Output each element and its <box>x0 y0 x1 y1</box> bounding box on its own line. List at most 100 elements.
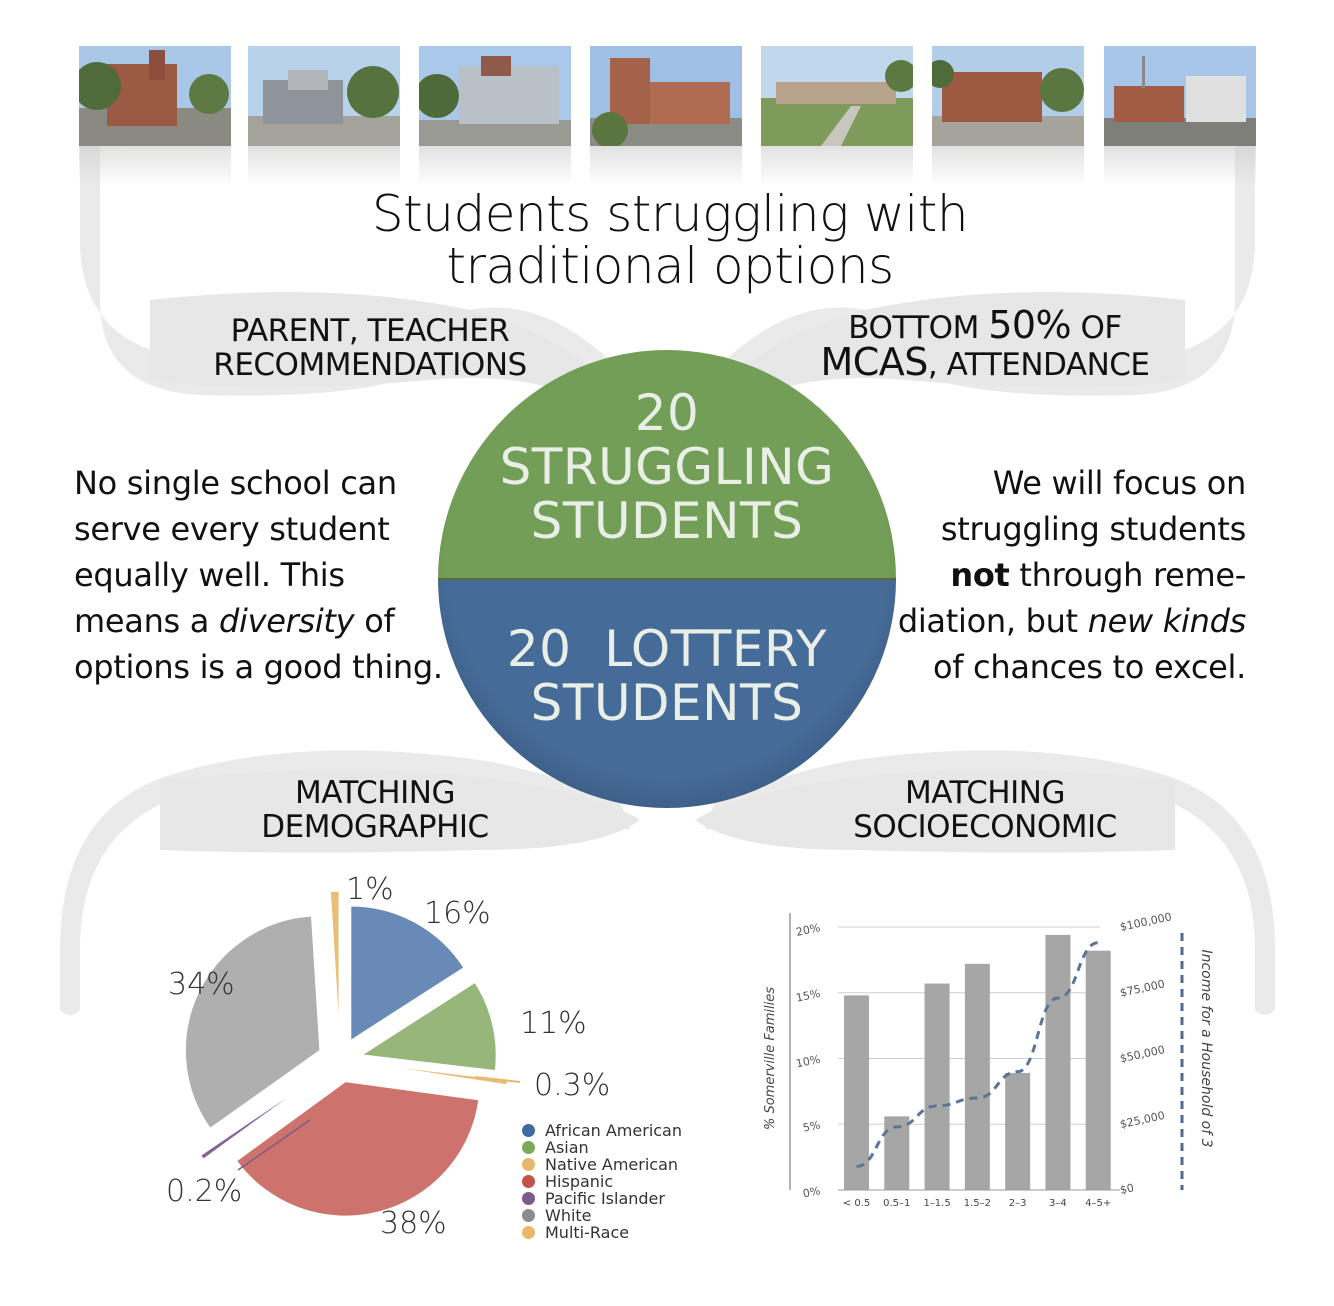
socioeconomic-label: MATCHING SOCIOECONOMIC <box>820 776 1150 844</box>
legend-label: Pacific Islander <box>545 1189 665 1208</box>
demographic-pie-chart <box>184 890 521 1218</box>
bar <box>1085 950 1111 1190</box>
legend-swatch <box>522 1209 535 1222</box>
demographic-line-2: DEMOGRAPHIC <box>261 809 489 845</box>
x-tick-label: 1–1.5 <box>923 1198 950 1209</box>
right-line-4a: diation, but <box>897 602 1088 640</box>
y-right-tick-label: $75,000 <box>1119 977 1166 999</box>
income-line <box>856 941 1099 1168</box>
struggling-count: 20 <box>634 384 700 442</box>
legend-label: Asian <box>545 1138 589 1157</box>
mcas-percent: 50% <box>988 303 1072 347</box>
x-tick-label: 3–4 <box>1049 1198 1067 1209</box>
socioeconomic-line-1: MATCHING <box>905 775 1065 811</box>
mcas-attendance: , ATTENDANCE <box>927 347 1150 383</box>
bar <box>884 1116 910 1190</box>
legend-item-asian: Asian <box>522 1138 682 1157</box>
left-line-4: means a diversity of <box>74 598 454 644</box>
right-line-5: of chances to excel. <box>932 648 1246 686</box>
mcas-label: BOTTOM 50% OF MCAS, ATTENDANCE <box>790 306 1180 384</box>
right-line-4: diation, but new kinds <box>890 598 1246 644</box>
pie-label-white: 34% <box>168 967 235 1002</box>
school-photo-3 <box>419 46 571 146</box>
right-line-2: struggling students <box>940 510 1246 548</box>
legend-label: African American <box>545 1121 682 1140</box>
pie-slice-white <box>184 914 321 1130</box>
y-tick-label: 10% <box>795 1053 822 1071</box>
pie-label-pacific-islander: 0.2% <box>166 1174 243 1209</box>
y-tick-label: 20% <box>795 921 822 939</box>
bar <box>924 983 950 1190</box>
mcas-post: OF <box>1071 310 1123 346</box>
pie-slice-hispanic <box>235 1080 480 1218</box>
legend-item-hispanic: Hispanic <box>522 1172 682 1191</box>
lottery-line-1: 20 LOTTERY <box>506 620 828 678</box>
pie-label-native-american: 0.3% <box>534 1068 611 1103</box>
right-line-3: not through reme- <box>890 552 1246 598</box>
socioeconomic-line-2: SOCIOECONOMIC <box>853 809 1117 845</box>
bar <box>1005 1072 1031 1190</box>
left-line-2: serve every student <box>74 510 390 548</box>
recommendations-label: PARENT, TEACHER RECOMMENDATIONS <box>200 314 540 382</box>
pie-label-multi-race: 1% <box>346 872 394 907</box>
right-line-1: We will focus on <box>992 464 1247 502</box>
pie-label-hispanic: 38% <box>380 1206 447 1241</box>
school-photo-1 <box>79 46 231 146</box>
student-circle <box>438 350 896 808</box>
pie-slice-pacific-islander <box>199 1072 323 1161</box>
left-line-3: equally well. This <box>74 556 345 594</box>
page-title: Students struggling with traditional opt… <box>260 188 1080 292</box>
focus-paragraph: We will focus on struggling students not… <box>890 460 1246 690</box>
legend-label: White <box>545 1206 592 1225</box>
legend-label: Native American <box>545 1155 679 1174</box>
demographic-label: MATCHING DEMOGRAPHIC <box>215 776 535 844</box>
recommendations-line-2: RECOMMENDATIONS <box>213 347 527 383</box>
legend-label: Multi-Race <box>545 1223 630 1242</box>
y-right-tick-label: $0 <box>1119 1181 1135 1197</box>
struggling-text: 20 STRUGGLING STUDENTS <box>436 386 898 548</box>
y-axis-title: % Somerville Families <box>763 987 778 1130</box>
legend-item-native-american: Native American <box>522 1155 682 1174</box>
bar <box>964 963 990 1190</box>
legend-item-african-american: African American <box>522 1121 682 1140</box>
y-right-tick-label: $100,000 <box>1119 910 1173 934</box>
right-line-3-strong: not <box>950 556 1010 594</box>
school-photo-2 <box>248 46 400 146</box>
left-line-4-emphasis: diversity <box>218 602 355 640</box>
pie-slice-african-american <box>349 904 466 1043</box>
pie-legend: African American Asian Native American Hisp… <box>522 1121 682 1242</box>
pie-label-african-american: 16% <box>424 896 491 931</box>
legend-swatch <box>522 1192 535 1205</box>
left-line-4b: of <box>354 602 395 640</box>
left-line-5: options is a good thing. <box>74 648 443 686</box>
socioeconomic-bar-chart: 0% 5% 10% 15% 20% $0 $25,000 $50,000 $75,000 $100… <box>763 910 1214 1209</box>
diversity-paragraph: No single school can serve every student… <box>74 460 454 690</box>
pie-slice-multi-race <box>329 890 341 1039</box>
pie-slice-asian <box>359 981 498 1072</box>
y-right-tick-label: $50,000 <box>1119 1043 1166 1065</box>
pie-label-asian: 11% <box>520 1006 587 1041</box>
y-right-tick-label: $25,000 <box>1119 1109 1166 1131</box>
right-line-4-emphasis: new kinds <box>1087 602 1247 640</box>
mcas-word: MCAS <box>820 340 928 384</box>
school-photo-6 <box>932 46 1084 146</box>
mcas-line-1: BOTTOM 50% OF <box>790 306 1180 346</box>
lottery-line-2: STUDENTS <box>530 674 804 732</box>
mcas-pre: BOTTOM <box>848 310 989 346</box>
title-line-2: traditional options <box>446 237 894 295</box>
legend-swatch <box>522 1124 535 1137</box>
x-tick-label: 4–5+ <box>1085 1198 1111 1209</box>
legend-item-white: White <box>522 1206 682 1225</box>
x-tick-label: < 0.5 <box>843 1198 870 1209</box>
school-photo-5 <box>761 46 913 146</box>
title-line-1: Students struggling with <box>371 185 969 243</box>
struggling-line-2: STUDENTS <box>530 492 804 550</box>
recommendations-line-1: PARENT, TEACHER <box>230 313 510 349</box>
left-line-1: No single school can <box>74 464 397 502</box>
left-line-4a: means a <box>74 602 219 640</box>
legend-swatch <box>522 1158 535 1171</box>
legend-item-pacific-islander: Pacific Islander <box>522 1189 682 1208</box>
y-tick-label: 0% <box>802 1184 822 1200</box>
lottery-text: 20 LOTTERY STUDENTS <box>436 622 898 730</box>
